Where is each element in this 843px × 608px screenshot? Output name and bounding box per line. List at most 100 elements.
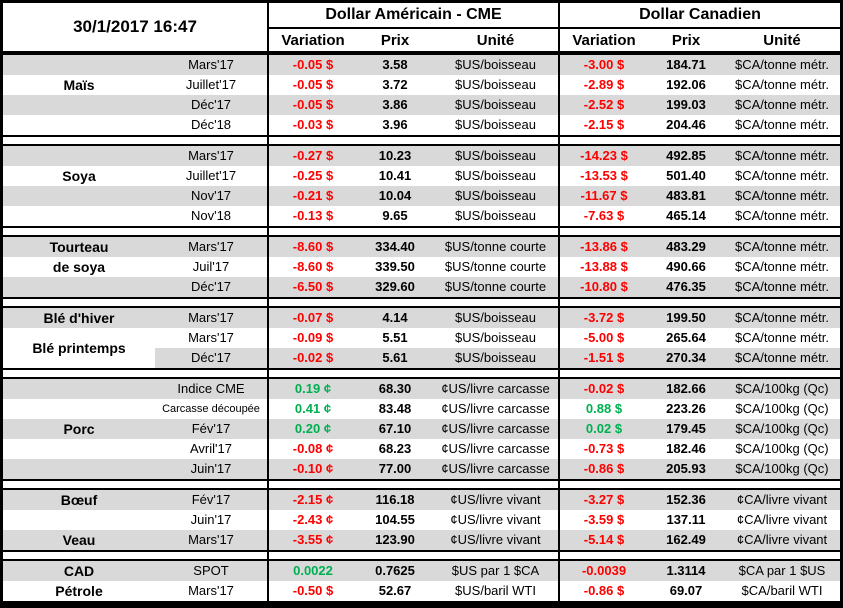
ca-unit: $CA/100kg (Qc) [735,461,829,476]
separator-segment [3,481,267,488]
commodity-label [3,186,155,206]
table-row: Carcasse découpée 0.41 ¢ 83.48 ¢US/livre ca… [3,399,840,419]
contract-month: Carcasse découpée [162,403,260,415]
us-price: 3.96 [382,117,408,132]
us-unit: $US/baril WTI [455,583,536,598]
section-boeuf-veau: Bœuf Fév'17 -2.15 ¢ 116.18 ¢US/livre vivant -… [3,488,840,552]
us-price: 334.40 [375,239,415,254]
us-price: 123.90 [375,532,415,547]
us-variation: -0.02 $ [267,348,357,368]
table-row: de soya Juil'17 -8.60 $ 339.50 $US/tonne cou… [3,257,840,277]
separator-segment [3,228,267,235]
us-unit: ¢US/livre carcasse [441,381,550,396]
ca-variation: -10.80 $ [558,277,648,297]
us-price: 10.23 [378,148,412,163]
ca-variation: -2.15 $ [558,115,648,135]
ca-price: 69.07 [669,583,703,598]
us-unit: $US/boisseau [455,97,536,112]
us-price: 339.50 [375,259,415,274]
ca-unit: ¢CA/livre vivant [736,512,828,527]
ca-variation: -3.72 $ [558,308,648,328]
contract-month: Mars'17 [188,310,234,325]
separator-segment [558,481,840,488]
us-price: 68.23 [378,441,412,456]
us-variation: -0.05 $ [267,95,357,115]
us-unit: ¢US/livre vivant [450,532,541,547]
us-col-unite: Unité [476,31,515,49]
section-ble: Blé d'hiver Mars'17 -0.07 $ 4.14 $US/boissea… [3,306,840,370]
ca-variation: 0.02 $ [558,419,648,439]
ca-price: 182.46 [666,441,706,456]
ca-unit: $CA/tonne métr. [735,168,829,183]
ca-unit: $CA/tonne métr. [735,310,829,325]
us-price: 67.10 [378,421,412,436]
us-price: 3.72 [382,77,408,92]
ca-unit: ¢CA/livre vivant [736,532,828,547]
us-col-variation: Variation [281,31,345,49]
ca-unit: $CA/tonne métr. [735,148,829,163]
commodity-label [3,399,155,419]
contract-month: Avril'17 [190,441,232,456]
commodity-label [3,439,155,459]
us-unit: $US/boisseau [455,208,536,223]
table-row: Nov'18 -0.13 $ 9.65 $US/boisseau -7.63 $ 465.… [3,206,840,226]
table-row: Indice CME 0.19 ¢ 68.30 ¢US/livre carcasse -… [3,379,840,399]
ca-group-title: Dollar Canadien [560,3,840,29]
us-price: 10.04 [378,188,412,203]
ca-variation: -11.67 $ [558,186,648,206]
ca-price: 223.26 [666,401,706,416]
contract-month: Indice CME [177,381,245,396]
ca-unit: $CA/tonne métr. [735,279,829,294]
separator-segment [267,481,558,488]
table-row: Pétrole Mars'17 -0.50 $ 52.67 $US/baril WTI -… [3,581,840,601]
commodity-label: Porc [63,421,95,437]
ca-variation: -13.53 $ [558,166,648,186]
us-price: 83.48 [378,401,412,416]
us-dollar-block-header: Dollar Américain - CME Variation Prix Un… [267,3,558,51]
us-variation: -0.07 $ [267,308,357,328]
ca-price: 199.50 [666,310,706,325]
section-separator [3,370,840,377]
section-separator [3,552,840,559]
ca-unit: $CA/tonne métr. [735,77,829,92]
us-unit: ¢US/livre carcasse [441,401,550,416]
ca-price: 490.66 [666,259,706,274]
ca-unit: $CA/tonne métr. [735,330,829,345]
commodity-label [3,55,155,75]
us-price: 104.55 [375,512,415,527]
commodity-label: Blé printemps [3,328,155,368]
commodity-label: Pétrole [55,583,103,599]
commodity-label [3,459,155,479]
us-price: 52.67 [378,583,412,598]
contract-month: Mars'17 [188,330,234,345]
separator-segment [267,137,558,144]
us-variation: 0.19 ¢ [267,379,357,399]
ca-unit: $CA/tonne métr. [735,239,829,254]
ca-price: 465.14 [666,208,706,223]
ca-price: 1.3114 [666,563,706,578]
section-separator [3,481,840,488]
ca-variation: -5.14 $ [558,530,648,550]
contract-month: Mars'17 [188,148,234,163]
ca-unit: $CA/100kg (Qc) [735,381,829,396]
us-subheader: Variation Prix Unité [269,29,558,51]
ca-unit: $CA/tonne métr. [735,57,829,72]
us-col-prix: Prix [380,31,410,49]
us-variation: -6.50 $ [267,277,357,297]
table-row: Juin'17 -0.10 ¢ 77.00 ¢US/livre carcasse -0.… [3,459,840,479]
contract-month: Déc'18 [190,117,232,132]
us-unit: $US/boisseau [455,77,536,92]
contract-month: SPOT [193,563,229,578]
section-tourteau-de-soya: Tourteau Mars'17 -8.60 $ 334.40 $US/tonne co… [3,235,840,299]
us-unit: ¢US/livre carcasse [441,441,550,456]
ca-price: 492.85 [666,148,706,163]
contract-month: Fév'17 [191,492,231,507]
ca-unit: ¢CA/livre vivant [736,492,828,507]
us-variation: -2.15 ¢ [267,490,357,510]
contract-month: Déc'17 [190,350,232,365]
ca-price: 270.34 [666,350,706,365]
us-price: 77.00 [378,461,412,476]
us-variation: -0.03 $ [267,115,357,135]
ca-variation: -2.52 $ [558,95,648,115]
us-unit: $US/boisseau [455,350,536,365]
